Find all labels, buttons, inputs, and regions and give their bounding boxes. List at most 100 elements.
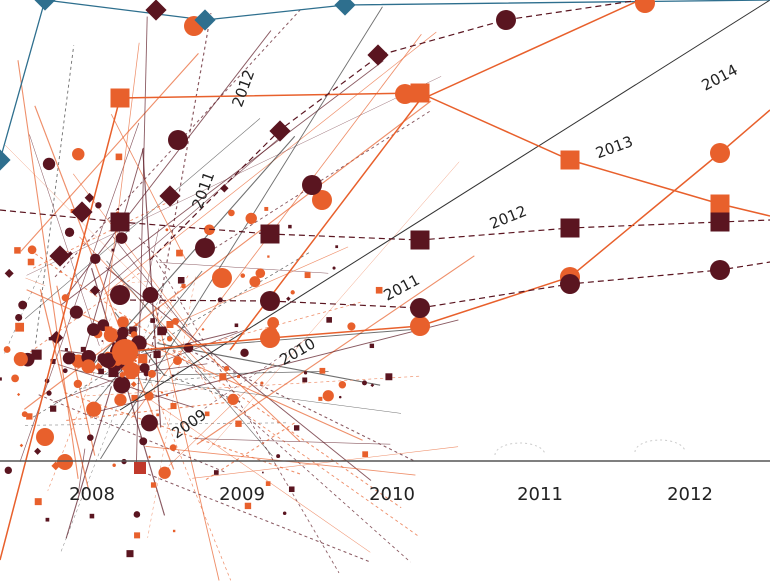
link bbox=[98, 134, 283, 294]
dot bbox=[240, 348, 249, 358]
link bbox=[166, 246, 349, 328]
dot bbox=[95, 202, 102, 209]
link bbox=[26, 289, 363, 441]
square bbox=[234, 323, 239, 328]
dot bbox=[173, 356, 182, 366]
square bbox=[560, 150, 580, 170]
square bbox=[121, 366, 126, 370]
link bbox=[25, 422, 289, 426]
square bbox=[362, 451, 369, 458]
diamond bbox=[71, 201, 93, 223]
square bbox=[165, 467, 170, 471]
dot bbox=[171, 317, 179, 325]
square bbox=[375, 286, 383, 294]
square bbox=[131, 394, 138, 401]
dot bbox=[159, 326, 168, 335]
link bbox=[106, 260, 273, 457]
square bbox=[177, 277, 185, 284]
link bbox=[53, 327, 251, 403]
dot bbox=[260, 328, 280, 348]
square bbox=[34, 498, 42, 506]
dot bbox=[168, 130, 188, 150]
square bbox=[170, 402, 177, 410]
square bbox=[45, 517, 50, 522]
link bbox=[29, 134, 100, 346]
square bbox=[201, 327, 205, 331]
link bbox=[137, 228, 159, 331]
square bbox=[370, 383, 375, 388]
dot bbox=[90, 253, 101, 265]
year-label: 2011 bbox=[517, 484, 563, 505]
dot bbox=[169, 444, 177, 452]
dot bbox=[117, 326, 129, 339]
dot bbox=[11, 374, 19, 383]
dot bbox=[36, 428, 54, 446]
square bbox=[410, 83, 430, 103]
square bbox=[165, 394, 169, 397]
year-label: 2010 bbox=[369, 484, 415, 505]
square bbox=[129, 326, 137, 335]
dot bbox=[143, 371, 149, 377]
link bbox=[61, 60, 384, 306]
square bbox=[153, 350, 161, 359]
link bbox=[155, 260, 340, 574]
square bbox=[60, 271, 62, 273]
dot bbox=[710, 143, 730, 163]
square bbox=[48, 337, 53, 341]
link bbox=[77, 448, 86, 494]
square bbox=[27, 258, 35, 266]
dot bbox=[87, 434, 94, 441]
square bbox=[156, 413, 160, 417]
dot bbox=[312, 190, 332, 210]
link bbox=[135, 16, 148, 469]
square bbox=[14, 247, 21, 254]
dot bbox=[86, 401, 102, 417]
link bbox=[39, 289, 90, 490]
dot bbox=[21, 411, 28, 418]
dot bbox=[64, 227, 75, 237]
dot bbox=[62, 368, 68, 374]
link bbox=[207, 161, 460, 451]
link bbox=[159, 262, 329, 274]
dot bbox=[119, 372, 126, 378]
square bbox=[235, 420, 242, 427]
link bbox=[142, 471, 371, 563]
square bbox=[84, 192, 95, 203]
dot bbox=[212, 268, 232, 288]
square bbox=[150, 318, 156, 323]
dot bbox=[249, 276, 261, 288]
square bbox=[138, 354, 148, 364]
link bbox=[146, 368, 243, 403]
square bbox=[293, 425, 300, 431]
link bbox=[65, 386, 112, 539]
square bbox=[15, 322, 25, 332]
square bbox=[104, 326, 113, 334]
dot bbox=[260, 381, 264, 385]
square bbox=[265, 481, 271, 486]
link bbox=[86, 375, 420, 397]
link bbox=[20, 52, 199, 252]
square bbox=[80, 346, 86, 352]
year-label: 2009 bbox=[219, 484, 265, 505]
dot bbox=[303, 371, 308, 375]
dot bbox=[165, 228, 169, 232]
trail bbox=[149, 0, 641, 261]
square bbox=[166, 320, 174, 329]
dot bbox=[240, 273, 246, 278]
square bbox=[237, 375, 240, 379]
square bbox=[172, 374, 175, 377]
arc bbox=[494, 442, 546, 456]
square bbox=[219, 373, 227, 381]
dot bbox=[204, 224, 215, 236]
square bbox=[264, 206, 269, 211]
square bbox=[0, 377, 2, 381]
dot bbox=[395, 84, 415, 104]
diamond bbox=[0, 149, 11, 171]
dot bbox=[18, 300, 28, 310]
dot bbox=[87, 323, 101, 337]
square bbox=[710, 212, 730, 232]
link bbox=[148, 377, 232, 581]
dot bbox=[267, 317, 280, 329]
dot bbox=[195, 238, 215, 258]
link bbox=[90, 268, 166, 516]
